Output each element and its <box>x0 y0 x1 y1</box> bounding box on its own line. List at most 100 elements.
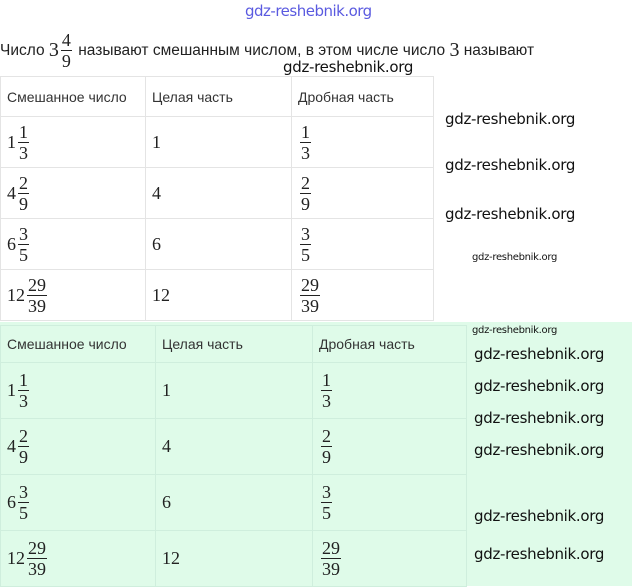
column-header: Смешанное число <box>0 76 146 117</box>
fraction: 29 39 <box>300 275 320 316</box>
whole-part: 1 <box>7 131 16 152</box>
denominator: 3 <box>322 391 331 411</box>
watermark: gdz-reshebnik.org <box>474 545 605 563</box>
whole-part-cell: 1 <box>155 362 313 419</box>
watermark: gdz-reshebnik.org <box>445 205 576 223</box>
column-header: Смешанное число <box>0 325 156 363</box>
watermark: gdz-reshebnik.org <box>445 110 576 128</box>
watermark: gdz-reshebnik.org <box>474 507 605 525</box>
fraction: 29 39 <box>27 275 47 316</box>
watermark: gdz-reshebnik.org <box>474 345 605 363</box>
whole-part-cell: 6 <box>145 218 292 270</box>
whole-part-cell: 12 <box>145 269 292 321</box>
intro-value: 3 <box>449 39 460 61</box>
whole-part: 1 <box>7 380 16 400</box>
whole-part-cell: 1 <box>145 116 292 168</box>
numerator: 3 <box>300 223 311 245</box>
whole-part-cell: 4 <box>145 167 292 219</box>
whole-part: 4 <box>7 182 16 203</box>
table-header: Смешанное число Целая часть Дробная часть <box>0 325 467 363</box>
table-header: Смешанное число Целая часть Дробная часть <box>0 76 434 117</box>
denominator: 9 <box>61 51 71 71</box>
denominator: 3 <box>19 391 28 411</box>
whole-part: 4 <box>7 436 16 456</box>
denominator: 5 <box>19 244 28 265</box>
denominator: 9 <box>301 193 310 214</box>
whole-part: 6 <box>7 233 16 254</box>
numerator: 3 <box>321 482 332 503</box>
watermark: gdz-reshebnik.org <box>283 58 414 76</box>
watermark-top: gdz-reshebnik.org <box>245 2 372 20</box>
denominator: 5 <box>301 244 310 265</box>
whole-part: 12 <box>7 548 25 568</box>
denominator: 39 <box>301 295 319 316</box>
numerator: 1 <box>300 121 311 143</box>
numerator: 1 <box>321 370 332 391</box>
mixed-number-cell: 12 29 39 <box>0 530 156 587</box>
intro-after: называют <box>463 41 535 59</box>
denominator: 9 <box>19 193 28 214</box>
numerator: 1 <box>18 370 29 391</box>
denominator: 39 <box>322 559 340 579</box>
denominator: 39 <box>28 295 46 316</box>
watermark: gdz-reshebnik.org <box>474 377 605 395</box>
numerator: 3 <box>18 482 29 503</box>
denominator: 3 <box>19 142 28 163</box>
numerator: 29 <box>27 538 47 559</box>
whole-part: 6 <box>7 492 16 512</box>
watermark: gdz-reshebnik.org <box>472 325 558 336</box>
denominator: 5 <box>322 503 331 523</box>
watermark: gdz-reshebnik.org <box>474 409 605 427</box>
numerator: 29 <box>300 274 320 296</box>
whole-part: 12 <box>7 284 25 305</box>
mixed-number-table: Смешанное число Целая часть Дробная часть … <box>0 76 434 321</box>
table-row: 12 29 39 12 29 39 <box>0 269 434 321</box>
whole-part-cell: 6 <box>155 474 313 531</box>
denominator: 9 <box>19 447 28 467</box>
watermark: gdz-reshebnik.org <box>474 441 605 459</box>
denominator: 5 <box>19 503 28 523</box>
fraction-part-cell: 29 39 <box>291 269 434 321</box>
whole-part-cell: 4 <box>155 418 313 475</box>
fraction: 29 39 <box>321 538 341 579</box>
watermark: gdz-reshebnik.org <box>472 252 558 263</box>
whole-part-cell: 12 <box>155 530 313 587</box>
denominator: 9 <box>322 447 331 467</box>
numerator: 29 <box>27 274 47 296</box>
column-header: Дробная часть <box>312 325 467 363</box>
numerator: 4 <box>60 30 72 51</box>
mixed-number-cell: 12 29 39 <box>0 269 146 321</box>
numerator: 1 <box>18 121 29 143</box>
numerator: 2 <box>321 426 332 447</box>
answer-table: Смешанное число Целая часть Дробная часть … <box>0 325 467 587</box>
intro-before: Число <box>0 41 45 59</box>
intro-whole: 3 <box>48 39 59 61</box>
fraction-part-cell: 29 39 <box>312 530 467 587</box>
column-header: Дробная часть <box>291 76 434 117</box>
